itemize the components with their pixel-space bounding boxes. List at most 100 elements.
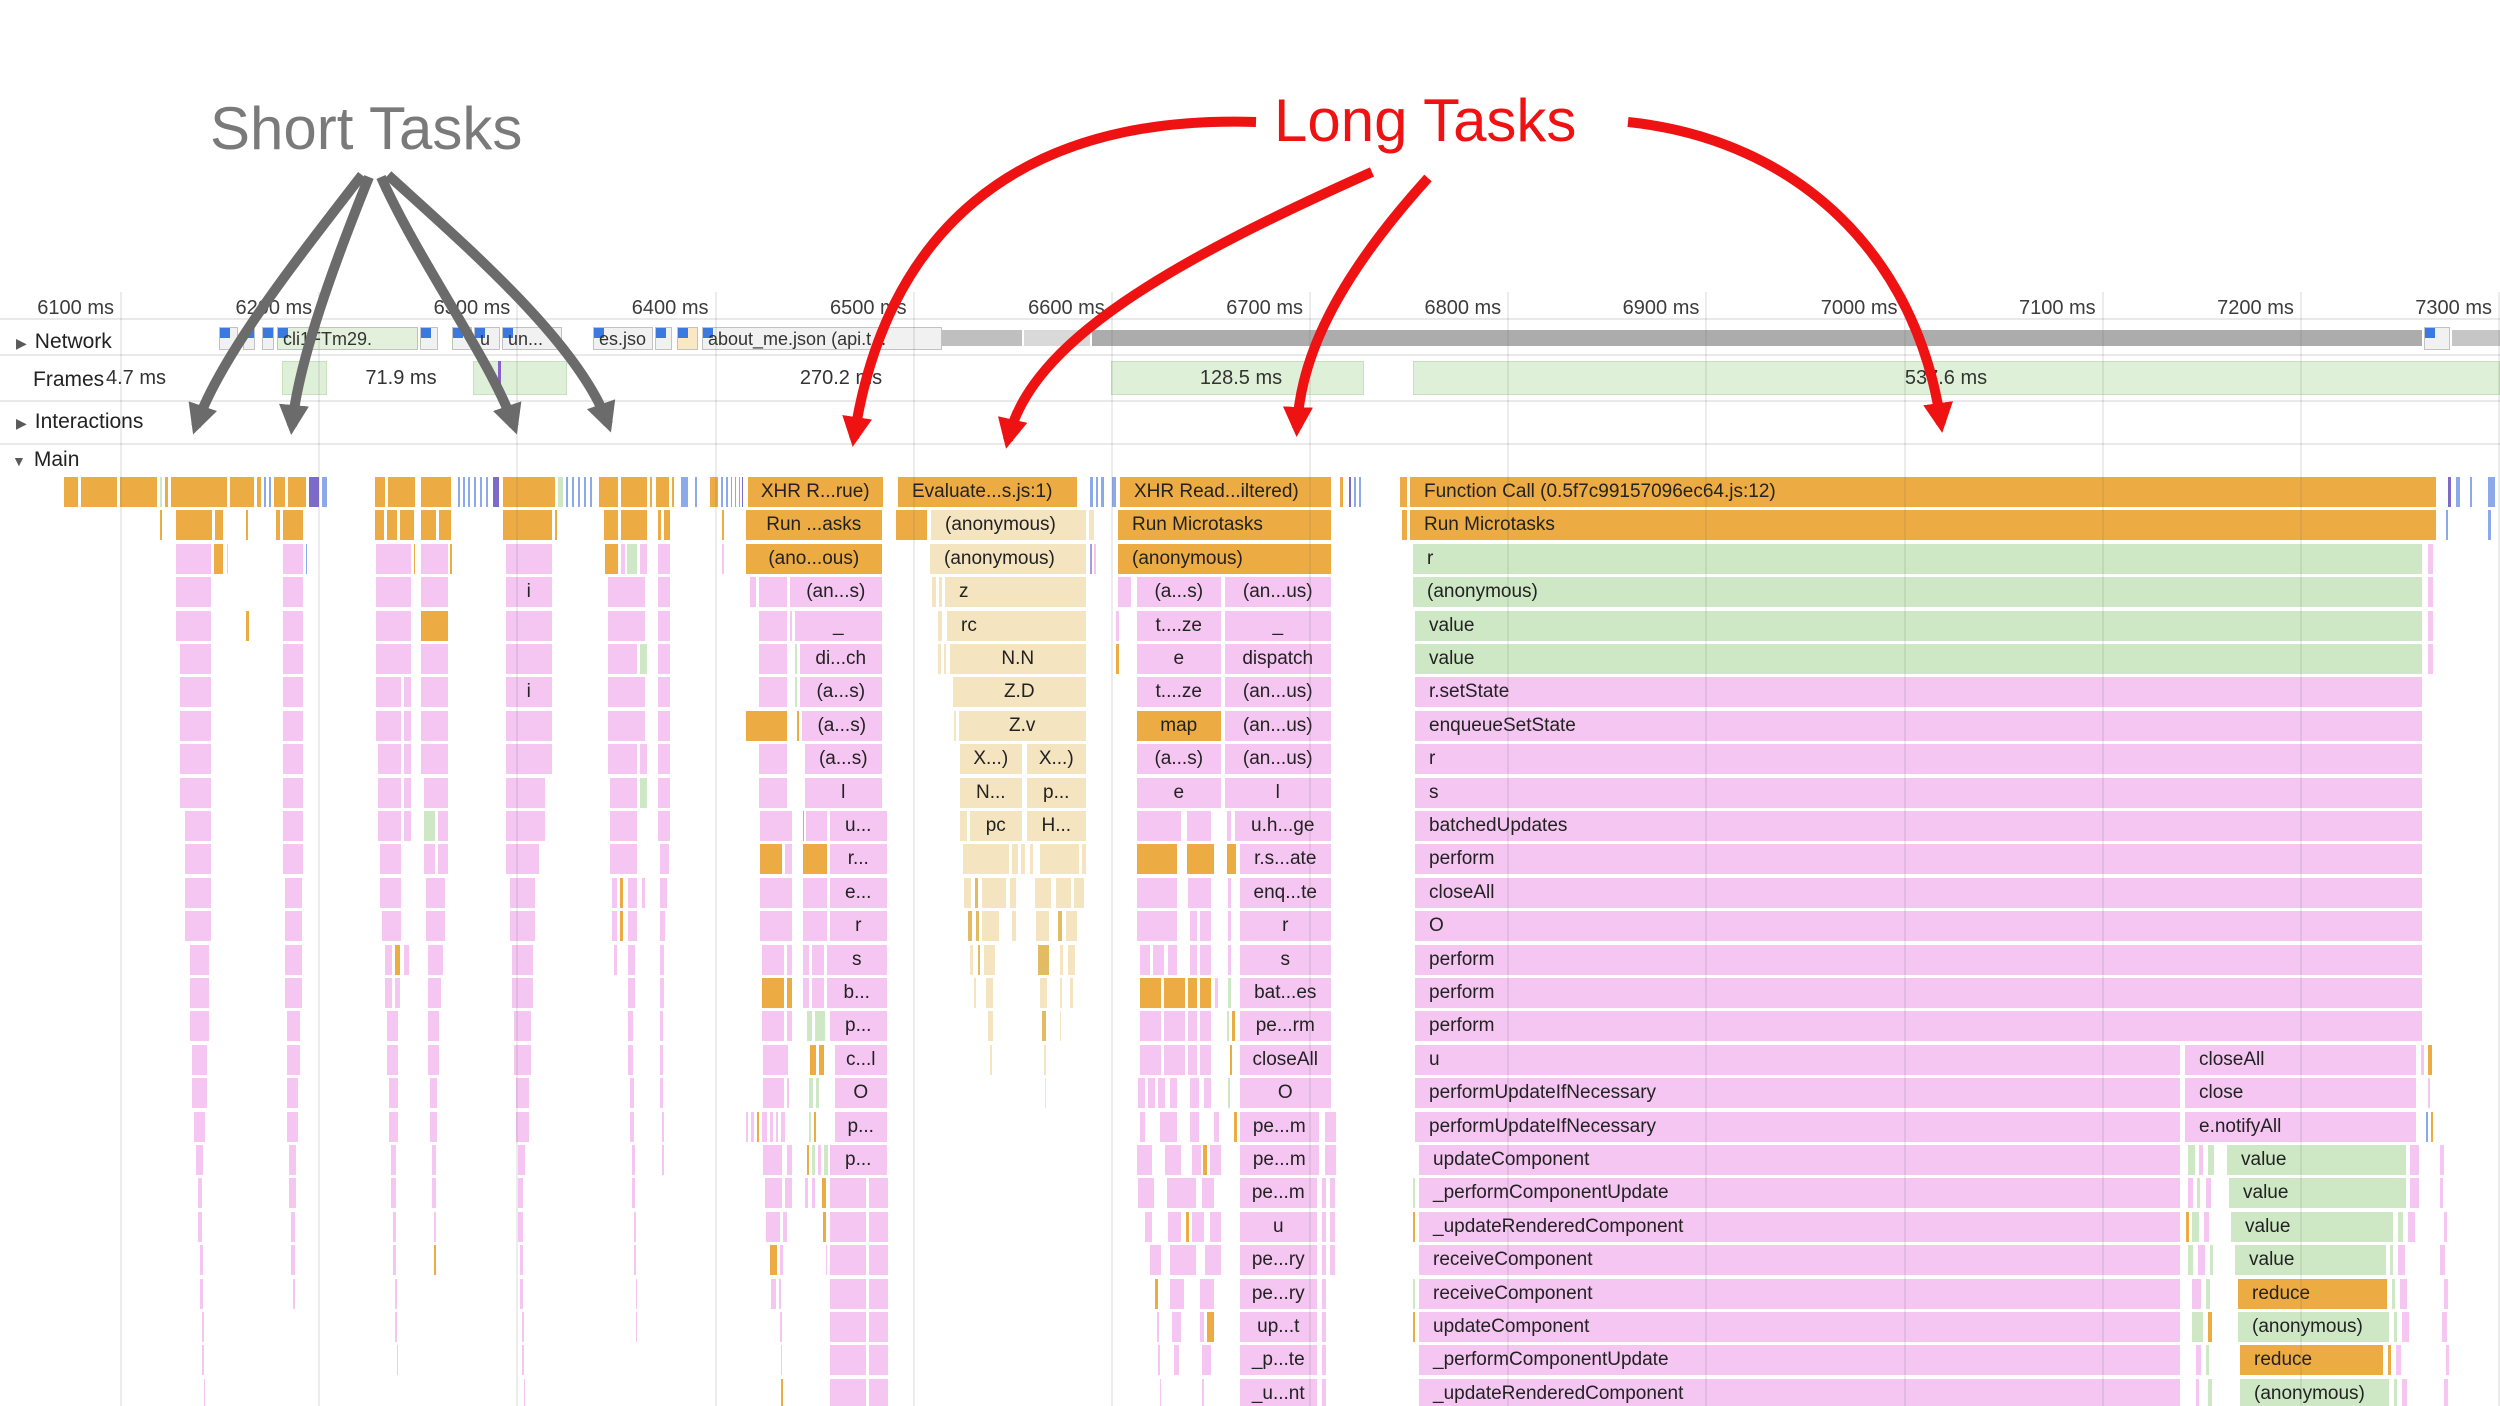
- flame-block[interactable]: [512, 944, 533, 975]
- flame-block[interactable]: [285, 877, 302, 908]
- flame-block[interactable]: _performComponentUpdate: [1419, 1345, 2180, 1376]
- flame-block[interactable]: [1116, 644, 1119, 674]
- flame-block[interactable]: [1140, 978, 1161, 1008]
- flame-block[interactable]: pe...ry: [1240, 1278, 1317, 1309]
- flame-block[interactable]: [787, 1145, 792, 1175]
- flame-block[interactable]: updateComponent: [1419, 1145, 2180, 1175]
- flame-block[interactable]: [287, 1011, 300, 1042]
- flame-block[interactable]: [376, 543, 411, 574]
- flame-block[interactable]: (an...us): [1225, 677, 1331, 708]
- flame-block[interactable]: [2206, 1178, 2211, 1209]
- flame-block[interactable]: [1400, 477, 1407, 507]
- flame-block[interactable]: [180, 777, 211, 808]
- flame-block[interactable]: [759, 677, 787, 708]
- flame-block[interactable]: [387, 1044, 398, 1075]
- flame-block[interactable]: [1228, 1078, 1230, 1109]
- flame-block[interactable]: [463, 477, 465, 507]
- flame-block[interactable]: [1204, 1078, 1211, 1109]
- flame-block[interactable]: [283, 710, 303, 741]
- flame-block[interactable]: [289, 1145, 296, 1175]
- flame-block[interactable]: [986, 978, 993, 1008]
- flame-block[interactable]: [190, 944, 209, 975]
- flame-block[interactable]: [779, 1278, 781, 1309]
- flame-block[interactable]: [522, 1345, 524, 1376]
- flame-block[interactable]: [976, 911, 979, 942]
- flame-block[interactable]: [2410, 1178, 2419, 1209]
- flame-block[interactable]: [486, 477, 488, 507]
- flame-block[interactable]: r.setState: [1415, 677, 2422, 708]
- flame-block[interactable]: [1140, 1011, 1161, 1042]
- flame-block[interactable]: [1045, 1078, 1046, 1109]
- flame-block[interactable]: [2188, 1245, 2193, 1276]
- flame-block[interactable]: (anonymous): [2240, 1378, 2389, 1406]
- flame-block[interactable]: [1413, 1178, 1415, 1209]
- flame-block[interactable]: u.h...ge: [1235, 811, 1331, 841]
- flame-block[interactable]: l: [805, 777, 882, 808]
- flame-block[interactable]: [1070, 978, 1073, 1008]
- flame-block[interactable]: H...: [1027, 811, 1086, 841]
- flame-block[interactable]: [64, 477, 78, 507]
- flame-block[interactable]: XHR R...rue): [748, 477, 883, 507]
- flame-block[interactable]: [293, 1278, 295, 1309]
- flame-block[interactable]: [1090, 477, 1093, 507]
- flame-block[interactable]: [424, 844, 435, 875]
- flame-block[interactable]: [932, 577, 936, 608]
- flame-block[interactable]: p...: [830, 1011, 887, 1042]
- flame-block[interactable]: [2470, 477, 2472, 507]
- flame-block[interactable]: [939, 577, 942, 608]
- flame-block[interactable]: [1038, 944, 1049, 975]
- flame-block[interactable]: [1118, 577, 1131, 608]
- flame-block[interactable]: [1413, 1278, 1415, 1309]
- flame-block[interactable]: (ano...ous): [746, 543, 882, 574]
- flame-block[interactable]: [424, 811, 435, 841]
- flame-block[interactable]: [2446, 1345, 2449, 1376]
- flame-block[interactable]: [608, 577, 645, 608]
- flame-block[interactable]: (anonymous): [1413, 577, 2422, 608]
- flame-block[interactable]: [120, 477, 157, 507]
- flame-block[interactable]: [1160, 1378, 1161, 1406]
- flame-block[interactable]: [2396, 1345, 2401, 1376]
- flame-block[interactable]: u: [1415, 1044, 2180, 1075]
- flame-block[interactable]: [2444, 1278, 2448, 1309]
- flame-block[interactable]: (anonymous): [1118, 543, 1331, 574]
- flame-block[interactable]: [807, 1145, 809, 1175]
- flame-block[interactable]: [803, 844, 827, 875]
- flame-block[interactable]: [812, 1178, 815, 1209]
- flame-block[interactable]: [421, 677, 448, 708]
- flame-block[interactable]: [2440, 1145, 2444, 1175]
- frames-track-header[interactable]: Frames: [33, 368, 104, 392]
- flame-block[interactable]: [869, 1178, 888, 1209]
- flame-block[interactable]: [421, 710, 448, 741]
- flame-block[interactable]: closeAll: [2185, 1044, 2416, 1075]
- flame-block[interactable]: [2431, 1111, 2433, 1142]
- flame-block[interactable]: [642, 877, 645, 908]
- flame-block[interactable]: [604, 510, 618, 541]
- flame-block[interactable]: [2421, 1044, 2424, 1075]
- flame-block[interactable]: [960, 811, 967, 841]
- flame-block[interactable]: [2426, 1111, 2428, 1142]
- flame-block[interactable]: [2196, 1378, 2199, 1406]
- flame-block[interactable]: [612, 911, 617, 942]
- flame-block[interactable]: [180, 677, 211, 708]
- flame-block[interactable]: [599, 477, 618, 507]
- flame-block[interactable]: [608, 744, 637, 775]
- flame-block[interactable]: [614, 944, 617, 975]
- flame-block[interactable]: [1155, 1278, 1158, 1309]
- flame-block[interactable]: [664, 510, 670, 541]
- flame-block[interactable]: [375, 477, 385, 507]
- flame-block[interactable]: [824, 1145, 828, 1175]
- network-request[interactable]: cli1FTm29.: [277, 327, 418, 350]
- flame-block[interactable]: [428, 1011, 439, 1042]
- flame-block[interactable]: [176, 543, 211, 574]
- flame-block[interactable]: [81, 477, 117, 507]
- flame-block[interactable]: [963, 844, 1009, 875]
- flame-block[interactable]: [662, 1111, 664, 1142]
- flame-block[interactable]: [726, 477, 728, 507]
- flame-block[interactable]: [283, 543, 303, 574]
- flame-block[interactable]: (anonymous): [2238, 1312, 2389, 1342]
- network-request[interactable]: u: [474, 327, 500, 350]
- flame-block[interactable]: [760, 877, 792, 908]
- flame-block[interactable]: [812, 944, 824, 975]
- flame-block[interactable]: rc: [947, 610, 1086, 641]
- flame-block[interactable]: [658, 744, 670, 775]
